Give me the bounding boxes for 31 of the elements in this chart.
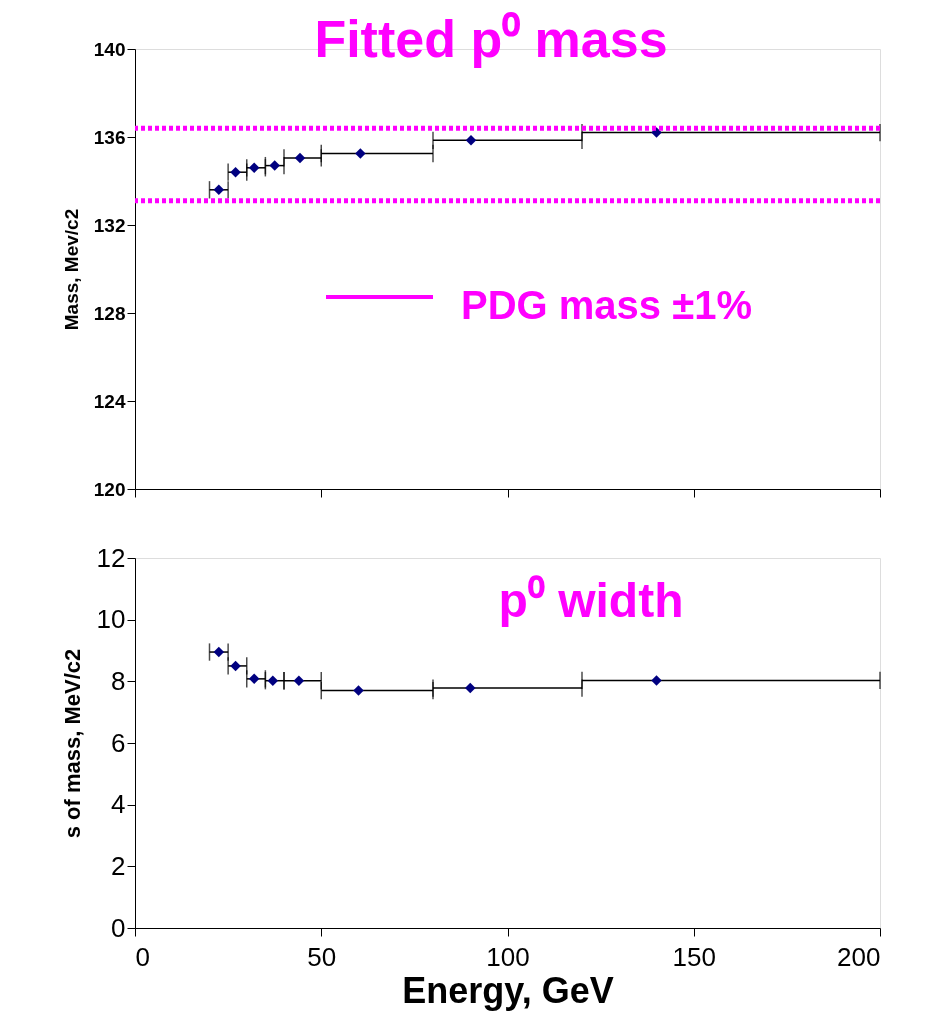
y-axis-title: Mass, Mev/c2 [60,208,82,331]
point [465,135,477,146]
point [269,160,280,171]
y-tick-label: 4 [111,789,126,820]
y-tick-label: 140 [93,38,126,60]
point [248,162,260,174]
point [230,166,241,178]
point [213,184,225,196]
x-tick-label: 200 [837,941,881,972]
chart-title: Fitted p⁰ mass [314,10,668,68]
y-tick-label: 124 [93,390,126,412]
y-tick-label: 2 [111,850,126,881]
y-tick-label: 8 [111,665,126,696]
x-tick-label: 150 [672,941,716,972]
y-tick-label: 6 [111,727,126,758]
point [355,148,366,159]
x-axis-title: Energy, GeV [402,969,614,1011]
y-axis-title: s of mass, MeV/c2 [59,648,85,839]
y-tick-label: 136 [93,126,126,148]
x-tick-label: 50 [307,941,337,972]
chart-title: p⁰ width [498,574,684,627]
point [294,152,306,164]
y-tick-label: 120 [93,478,126,500]
x-tick-label: 0 [135,941,150,972]
legend-label: PDG mass ±1% [461,283,752,327]
y-tick-label: 12 [96,542,126,573]
y-tick-label: 128 [93,302,126,324]
y-tick-label: 132 [93,214,126,236]
y-tick-label: 0 [111,912,126,943]
y-tick-label: 10 [96,604,126,635]
x-tick-label: 100 [486,941,530,972]
